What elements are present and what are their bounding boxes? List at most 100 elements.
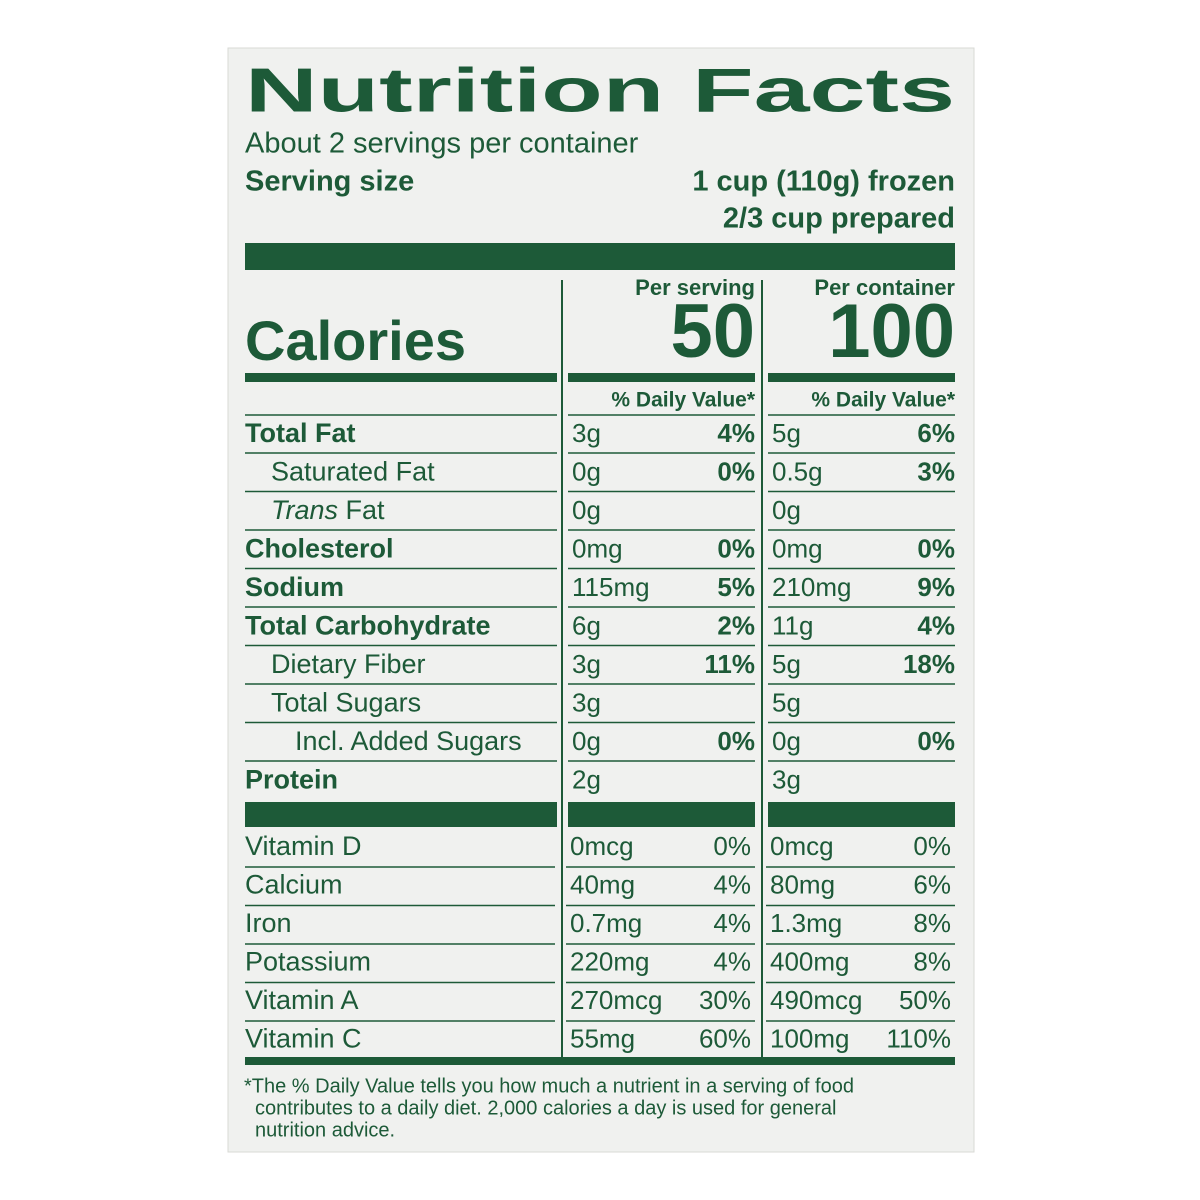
vitamin-name: Potassium (245, 947, 371, 977)
nutrient-name: Saturated Fat (271, 457, 435, 487)
daily-value: 0% (713, 831, 751, 861)
rule (768, 373, 955, 382)
footnote: *The % Daily Value tells you how much a … (244, 1075, 854, 1097)
daily-value: 11% (704, 649, 755, 679)
amount: 0mcg (570, 831, 634, 861)
daily-value: 4% (917, 610, 955, 640)
nutrient-name-italic: Trans (271, 495, 338, 525)
amount: 40mg (570, 869, 635, 899)
amount: 0mg (772, 533, 823, 563)
daily-value: 30% (699, 985, 751, 1015)
daily-value: 8% (913, 908, 951, 938)
amount: 3g (572, 687, 601, 717)
daily-value: 18% (903, 649, 955, 679)
amount: 3g (572, 649, 601, 679)
daily-value: 0% (717, 726, 755, 756)
amount: 5g (772, 418, 801, 448)
serving-size: 2/3 cup prepared (723, 203, 955, 235)
daily-value: 60% (699, 1023, 751, 1053)
amount: 220mg (570, 946, 650, 976)
vitamin-name: Vitamin D (245, 831, 362, 861)
amount: 3g (572, 418, 601, 448)
rule (768, 802, 955, 827)
serving-size-label: Serving size (245, 166, 414, 198)
amount: 0g (572, 456, 601, 486)
daily-value: 0% (717, 456, 755, 486)
footnote: nutrition advice. (255, 1119, 395, 1141)
rule (245, 373, 557, 382)
amount: 5g (772, 649, 801, 679)
rule (245, 1057, 955, 1065)
footnote: contributes to a daily diet. 2,000 calor… (255, 1097, 836, 1119)
amount: 80mg (770, 869, 835, 899)
calories-value: 50 (670, 289, 755, 374)
nutrient-name: Total Fat (245, 418, 356, 448)
nutrient-name-text: Total Fat (245, 418, 356, 448)
nutrient-name: Dietary Fiber (271, 649, 426, 679)
daily-value: 0% (717, 533, 755, 563)
rule (245, 802, 557, 827)
amount: 0mcg (770, 831, 834, 861)
dv-header: % Daily Value* (811, 389, 955, 412)
amount: 115mg (572, 572, 650, 602)
amount: 100mg (770, 1023, 850, 1053)
amount: 270mcg (570, 985, 663, 1015)
daily-value: 110% (886, 1023, 951, 1053)
calories-label: Calories (245, 309, 466, 372)
amount: 0mg (572, 533, 623, 563)
daily-value: 0% (917, 726, 955, 756)
vitamin-name: Vitamin C (245, 1024, 362, 1054)
daily-value: 3% (917, 456, 955, 486)
daily-value: 4% (713, 908, 751, 938)
nutrient-name: Total Sugars (271, 688, 421, 718)
calories-value: 100 (828, 289, 955, 374)
daily-value: 4% (713, 946, 751, 976)
daily-value: 6% (917, 418, 955, 448)
title: Nutrition Facts (245, 56, 955, 125)
amount: 0g (772, 726, 801, 756)
daily-value: 4% (713, 869, 751, 899)
amount: 0g (772, 495, 801, 525)
column-header: Per serving (635, 275, 755, 300)
nutrient-name: Sodium (245, 572, 344, 602)
nutrient-name-text: Total Sugars (271, 688, 421, 718)
label-panel (227, 47, 975, 1153)
nutrient-name: Cholesterol (245, 534, 394, 564)
vitamin-name: Calcium (245, 870, 343, 900)
rule (568, 373, 755, 382)
nutrient-name-text: Total Carbohydrate (245, 611, 491, 641)
amount: 2g (572, 764, 601, 794)
amount: 0g (572, 495, 601, 525)
rule (245, 243, 955, 270)
daily-value: 2% (717, 610, 755, 640)
nutrient-name-text: Dietary Fiber (271, 649, 426, 679)
column-header: Per container (814, 275, 955, 300)
amount: 11g (772, 610, 813, 640)
daily-value: 8% (913, 946, 951, 976)
amount: 490mcg (770, 985, 863, 1015)
vitamin-name: Vitamin A (245, 985, 359, 1015)
vitamin-name: Iron (245, 908, 292, 938)
nutrient-name-text: Sodium (245, 572, 344, 602)
daily-value: 50% (899, 985, 951, 1015)
daily-value: 6% (913, 869, 951, 899)
serving-size: 1 cup (110g) frozen (692, 166, 955, 198)
amount: 0.7mg (570, 908, 642, 938)
amount: 55mg (570, 1023, 635, 1053)
amount: 0.5g (772, 456, 823, 486)
nutrient-name: Incl. Added Sugars (295, 726, 522, 756)
nutrient-name-text: Cholesterol (245, 534, 394, 564)
daily-value: 0% (913, 831, 951, 861)
nutrient-name-text: Saturated Fat (271, 457, 435, 487)
nutrient-name: Total Carbohydrate (245, 611, 491, 641)
rule (568, 802, 755, 827)
amount: 3g (772, 764, 801, 794)
nutrient-name-text: Protein (245, 765, 338, 795)
amount: 1.3mg (770, 908, 842, 938)
dv-header: % Daily Value* (611, 389, 755, 412)
nutrient-name: Trans Fat (271, 495, 385, 525)
amount: 0g (572, 726, 601, 756)
daily-value: 4% (717, 418, 755, 448)
daily-value: 5% (717, 572, 755, 602)
